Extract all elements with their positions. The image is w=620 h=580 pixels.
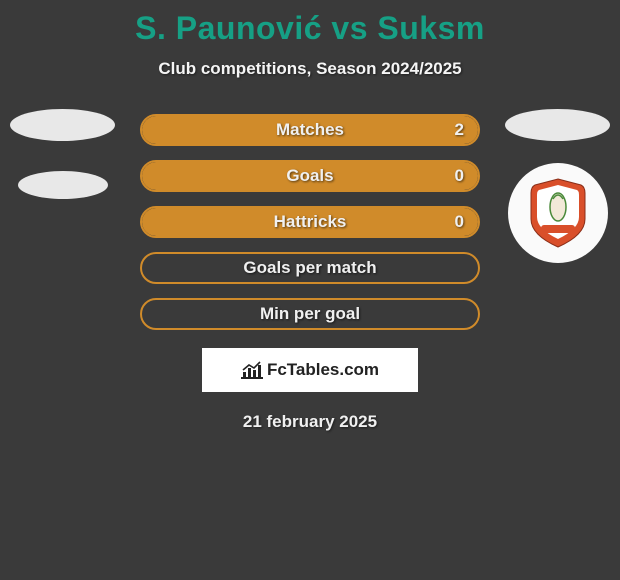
stat-label: Hattricks xyxy=(274,212,347,232)
stat-label: Min per goal xyxy=(260,304,360,324)
page-subtitle: Club competitions, Season 2024/2025 xyxy=(0,59,620,79)
stat-row-min-per-goal: Min per goal xyxy=(140,298,480,330)
stat-row-matches: Matches 2 xyxy=(140,114,480,146)
stats-area: Matches 2 Goals 0 Hattricks 0 Goals per … xyxy=(0,114,620,330)
stat-right-value: 2 xyxy=(455,120,464,140)
comparison-card: S. Paunović vs Suksm Club competitions, … xyxy=(0,0,620,580)
stat-rows: Matches 2 Goals 0 Hattricks 0 Goals per … xyxy=(140,114,480,330)
page-title: S. Paunović vs Suksm xyxy=(0,0,620,47)
left-club-avatar xyxy=(18,171,108,199)
stat-label: Matches xyxy=(276,120,344,140)
shield-icon xyxy=(529,177,587,249)
footer-date: 21 february 2025 xyxy=(0,412,620,432)
stat-right-value: 0 xyxy=(455,166,464,186)
chart-icon xyxy=(241,361,263,379)
right-club-badge xyxy=(508,163,608,263)
stat-row-goals-per-match: Goals per match xyxy=(140,252,480,284)
stat-label: Goals xyxy=(286,166,333,186)
right-player-group xyxy=(505,109,610,263)
brand-text: FcTables.com xyxy=(267,360,379,380)
stat-row-hattricks: Hattricks 0 xyxy=(140,206,480,238)
stat-label: Goals per match xyxy=(243,258,376,278)
stat-right-value: 0 xyxy=(455,212,464,232)
right-player-avatar xyxy=(505,109,610,141)
brand-logo[interactable]: FcTables.com xyxy=(202,348,418,392)
stat-row-goals: Goals 0 xyxy=(140,160,480,192)
left-player-avatar xyxy=(10,109,115,141)
left-player-group xyxy=(10,109,115,199)
